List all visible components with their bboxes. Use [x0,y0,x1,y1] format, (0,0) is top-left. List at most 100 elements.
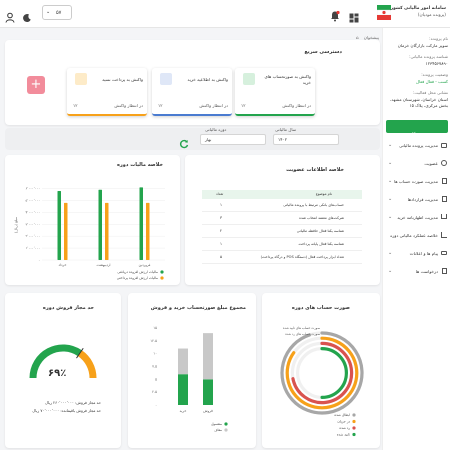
quick-card-invoice-reaction[interactable]: واکنش به صورتحساب های خرید ۱۲ در انتظار … [235,68,315,116]
chart-icon [441,232,447,238]
sidebar-item-messages[interactable]: ⌄ پیام ها و اعلانات [386,246,448,264]
stacked-bar-exempt [203,333,213,380]
y-tick-label: ۵ [155,377,157,381]
row-count: ۱ [220,202,223,207]
y-tick-label: ۶٬۰۰۰٬۰۰۰ [26,187,41,191]
invoice-summary-card: صورت حساب های دوره صورت حساب های تایید ش… [262,293,380,448]
y-tick-label: ۳٬۰۰۰٬۰۰۰ [26,222,41,226]
sidebar-item-purchase-declaration[interactable]: ⌄ مدیریت اظهارنامه خرید [386,210,448,228]
x-tick-label: خرداد [59,263,67,267]
dashboard-grid-icon[interactable] [349,8,359,23]
fiscal-year-selector[interactable]: ⌄ ۵۷ [42,5,72,20]
brand-line-2: (پرونده موديان) [417,13,446,19]
row-count: ۳ [220,215,223,220]
bar-paid [64,202,68,260]
quick-card-status: در انتظار واکنش [199,103,228,108]
year-select[interactable]: ۱۴۰۲ [273,134,339,145]
membership-summary-card: خلاصه اطلاعات عضويت نام موضوع تعداد حساب… [185,155,380,285]
sidebar-item-label: خلاصه عملکرد مالیاتی دوره [390,233,438,238]
sales-limit-gauge [29,344,97,379]
ring-1 [285,336,359,410]
tax-summary-card: خلاصه مالیات دوره ۶٬۰۰۰٬۰۰۰ ۵٬۰۰۰٬۰۰۰ ۴٬۰۰… [5,155,180,285]
y-tick-label: ۱۲.۵ [150,339,157,343]
row-title: حساب‌های بانکی مرتبط با پرونده مالیاتی [283,203,344,207]
sidebar-item-taxfile[interactable]: ⌄ مدیریت پرونده مالیاتی [386,138,448,156]
sidebar-item-label: عضویت [424,161,438,166]
legend-label: مالیات ارزش افزوده پرداختی [117,276,158,280]
taxpayer-label-4: نشانی محل فعالیت: [413,90,448,96]
period-value: بهار [205,137,212,142]
period-select[interactable]: بهار [200,134,266,145]
filter-bar: سال مالیاتی ۱۴۰۲ دوره مالیاتی بهار [5,127,380,150]
y-tick-label: ۷.۵ [152,365,157,369]
gauge-line-1: حد مجاز فروش: ۲۶۰٬۰۰۰٬۰۰۰ ریال [45,400,101,405]
invoice-icon [243,73,255,85]
user-icon[interactable] [5,8,15,23]
taxpayer-value-1: سوپر مارکت بازارگان خرمان [397,43,448,49]
quick-card-count: ۱۲ [73,103,78,108]
breadcrumb-home[interactable]: پیشخوان [363,35,379,40]
theme-moon-icon[interactable] [22,8,32,23]
notification-bell-icon[interactable] [330,7,340,22]
sidebar-item-label: پیام ها و اعلانات [409,251,438,256]
home-icon: ⌂ [355,35,359,40]
sidebar-item-invoices[interactable]: ⌄ مدیریت صورت حساب ها [386,174,448,192]
stacked-bar-taxable [178,374,188,405]
gauge-title: حد مجاز فروش دوره [42,305,94,311]
row-count: ۵ [220,254,223,259]
add-shortcut-button[interactable]: + [27,76,45,94]
user-icon [441,160,447,166]
taxpayer-info: نام پرونده: سوپر مارکت بازارگان خرمان شن… [386,36,448,116]
contract-icon [442,196,447,202]
bar-received [57,190,61,260]
y-tick-label: ۴٬۰۰۰٬۰۰۰ [26,210,41,214]
y-tick-label: ۲٬۰۰۰٬۰۰۰ [26,234,41,238]
gauge-needle [76,347,84,359]
taxpayer-value-3: کسب - فعال فعال [415,79,448,85]
row-title: تعداد ابزار پرداخت فعال (دستگاه POS و در… [260,255,344,259]
chevron-down-icon: ⌄ [388,142,393,148]
stacked-bar-exempt [178,348,188,375]
membership-summary-title: خلاصه اطلاعات عضويت [286,167,344,173]
sales-limit-card: حد مجاز فروش دوره ۶۹٪ حد مجاز فروش: ۲۶۰٬… [5,293,121,448]
row-title: شناسه یکتا فعال حافظه مالیاتی [296,229,344,233]
legend-label: رد شده [339,426,350,430]
sidebar-item-tax-performance[interactable]: خلاصه عملکرد مالیاتی دوره [386,228,448,246]
legend-label: مشمول [211,422,222,426]
bar-received [98,189,102,260]
stacked-bar-taxable [203,379,213,405]
table-header: نام موضوع تعداد [202,190,362,199]
quick-card-credit-payment[interactable]: واکنش به پرداخت نسیه ۱۲ در انتظار واکنش [67,68,147,116]
quick-card-purchase-notice[interactable]: واکنش به اطلاعیه خرید ۱۲ در انتظار واکنش [152,68,232,116]
sidebar-item-requests[interactable]: ⌄ درخواست ها [386,264,448,282]
legend-label: در جریان [337,420,350,424]
refresh-icon[interactable] [179,134,189,149]
quick-access-panel: دسترسی سریع + واکنش به صورتحساب های خرید… [5,40,380,125]
sidebar [382,28,450,450]
bar-received [139,187,143,260]
request-icon [442,268,447,274]
taxpayer-value-2: ۱۲۳۴۵۶۷۸۹۰ [425,61,449,67]
sidebar-item-contracts[interactable]: ⌄ مدیریت قراردادها [386,192,448,210]
y-axis-label: مبلغ (ریال) [14,217,18,233]
tax-chart-title: خلاصه مالیات دوره [116,162,163,168]
year-label: سال مالیاتی [275,127,297,132]
table-row: شناسه یکتا فعال حافظه مالیاتی ۲ [202,225,362,238]
y-tick-label: ۱٬۰۰۰٬۰۰۰ [26,246,41,250]
membership-table: نام موضوع تعداد حساب‌های بانکی مرتبط با … [202,190,362,264]
y-tick-label: ۱۵ [153,326,157,330]
chevron-down-icon: ⌄ [388,214,393,220]
chevron-down-icon: ⌄ [46,9,51,15]
gauge-remaining-arc [77,350,97,379]
col-title-header: نام موضوع [315,192,332,196]
table-row: تعداد ابزار پرداخت فعال (دستگاه POS و در… [202,251,362,264]
quick-card-title: واکنش به پرداخت نسیه [102,77,143,82]
sidebar-item-membership[interactable]: ⌄ عضویت [386,156,448,174]
legend-swatch [224,428,228,432]
buy-sell-card: مجموع مبلغ صورتحساب خرید و فروش ۱۵ ۱۲.۵ ۱۰… [128,293,256,448]
taxpayer-label-1: نام پرونده: [429,36,448,41]
y-tick-label: ۵٬۰۰۰٬۰۰۰ [26,198,41,202]
legend-swatch [160,276,164,280]
cart-button[interactable]: سیر کار [386,120,448,136]
col-count-header: تعداد [216,192,224,196]
